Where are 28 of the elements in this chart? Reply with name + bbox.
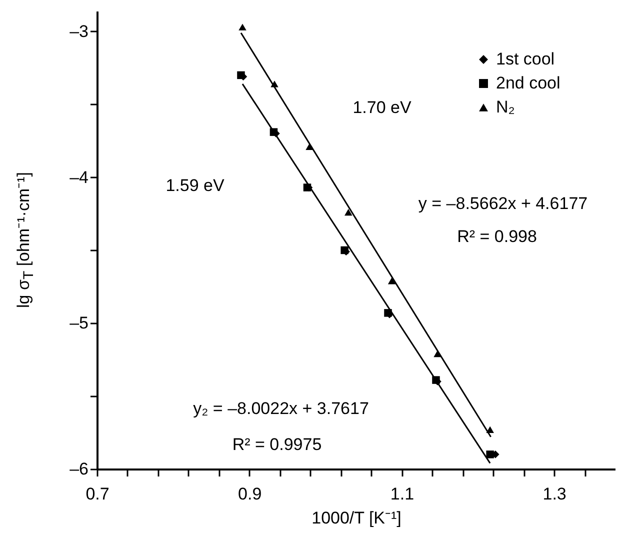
legend-label: 1st cool (496, 50, 555, 68)
point (270, 128, 278, 136)
y-tick-label: –6 (70, 460, 88, 478)
x-axis-title: 1000/T [K⁻¹] (312, 508, 402, 528)
y-tick-label: –5 (70, 314, 88, 333)
legend-label: N₂ (496, 98, 515, 116)
legend-label: 2nd cool (496, 74, 560, 92)
x-tick-label: 1.3 (542, 484, 566, 504)
x-tick-label: 1.1 (390, 484, 414, 504)
point (238, 24, 246, 30)
y-tick-label: –4 (70, 168, 88, 187)
point (486, 426, 494, 433)
point (237, 71, 245, 80)
x-tick-label: 0.9 (238, 484, 262, 504)
point (486, 450, 494, 458)
annotation: 1.70 eV (352, 98, 412, 117)
annotation: R² = 0.9975 (232, 435, 322, 454)
annotation: R² = 0.998 (457, 227, 537, 246)
point (388, 277, 396, 284)
point (434, 350, 442, 358)
annotation: 1.59 eV (166, 176, 225, 195)
annotation: y₂ = –8.0022x + 3.7617 (193, 399, 369, 418)
annotation: y = –8.5662x + 4.6177 (418, 194, 588, 213)
y-tick-label: –3 (70, 22, 88, 41)
point (306, 143, 314, 150)
point (344, 208, 352, 216)
x-tick-label: 0.7 (86, 484, 110, 504)
point (270, 80, 278, 88)
